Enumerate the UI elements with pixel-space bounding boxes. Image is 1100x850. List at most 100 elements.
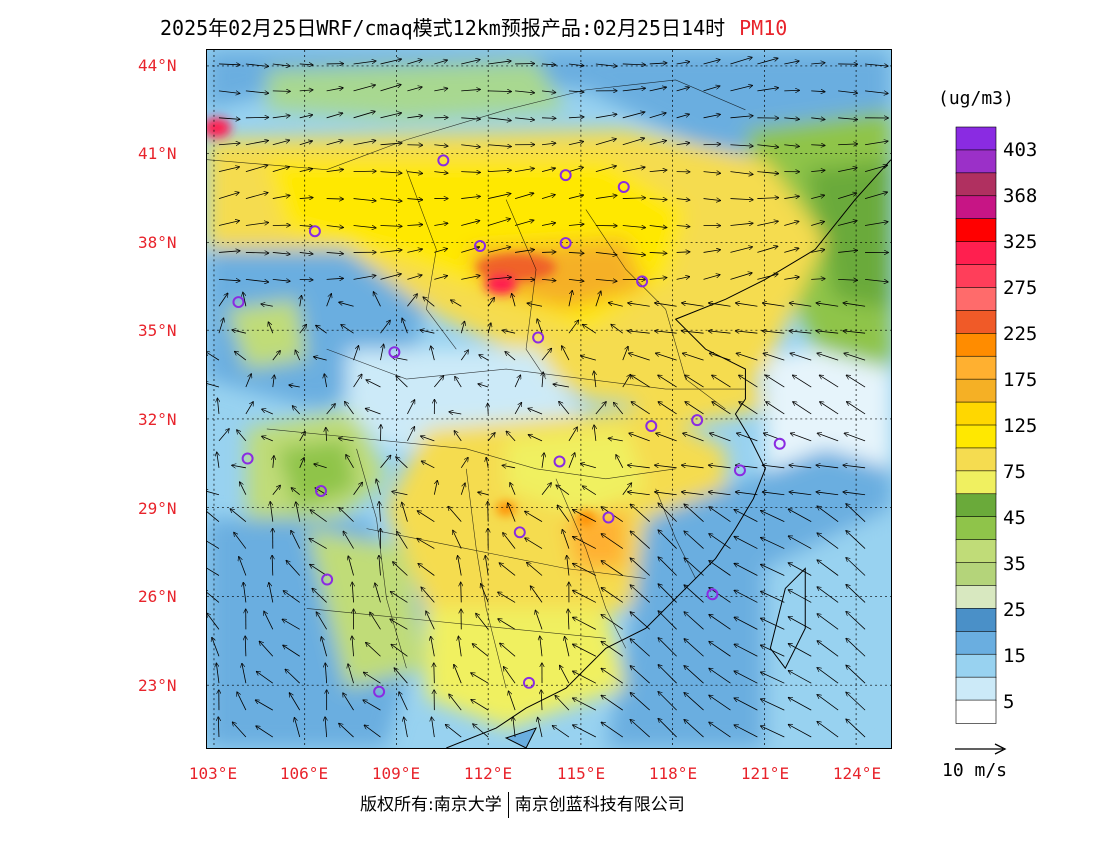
wind-arrow xyxy=(757,221,778,226)
legend-swatch xyxy=(955,149,997,174)
wind-arrow xyxy=(757,145,778,147)
wind-arrow xyxy=(622,167,645,173)
wind-arrow xyxy=(426,611,435,630)
wind-arrow xyxy=(218,143,240,145)
wind-arrow xyxy=(207,383,220,388)
wind-arrow xyxy=(703,250,721,253)
wind-arrow xyxy=(562,346,570,361)
wind-arrow xyxy=(628,303,650,307)
wind-arrow xyxy=(730,223,752,225)
wind-arrow xyxy=(455,377,462,388)
wind-arrow xyxy=(676,252,690,253)
wind-arrow xyxy=(527,303,543,307)
wind-arrow xyxy=(348,664,354,684)
wind-arrow xyxy=(790,303,812,307)
wind-arrow xyxy=(730,171,752,175)
wind-arrow xyxy=(763,492,785,496)
lon-label: 103°E xyxy=(188,764,238,783)
lat-label: 26°N xyxy=(138,587,177,606)
wind-arrow xyxy=(326,252,343,253)
wind-arrow xyxy=(481,584,489,603)
wind-arrow xyxy=(684,720,704,738)
wind-arrow xyxy=(710,353,731,361)
wind-arrow xyxy=(218,318,224,334)
wind-arrow xyxy=(573,725,597,738)
wind-arrow xyxy=(567,556,569,576)
wind-arrow xyxy=(326,169,343,171)
wind-arrow xyxy=(272,556,273,576)
wind-arrow xyxy=(789,331,812,333)
wind-arrow xyxy=(218,251,240,253)
wind-arrow xyxy=(380,59,401,65)
wind-arrow xyxy=(528,435,543,442)
wind-arrow xyxy=(683,433,704,442)
wind-arrow xyxy=(631,402,650,415)
wind-arrow xyxy=(734,510,758,523)
wind-arrow xyxy=(649,252,667,253)
wind-arrow xyxy=(845,433,866,442)
wind-arrow xyxy=(761,538,785,549)
wind-arrow xyxy=(230,509,247,522)
wind-arrow xyxy=(817,587,839,603)
wind-arrow xyxy=(789,536,812,549)
wind-arrow xyxy=(684,531,704,549)
wind-arrow xyxy=(734,537,758,549)
wind-arrow xyxy=(234,533,247,549)
wind-arrow xyxy=(373,292,381,307)
wind-arrow xyxy=(272,64,290,66)
wind-arrow xyxy=(488,91,511,92)
wind-arrow xyxy=(434,376,443,388)
wind-arrow xyxy=(353,482,363,495)
chart-title: 2025年02月25日WRF/cmaq模式12km预报产品:02月25日14时 P… xyxy=(160,12,787,41)
wind-arrow xyxy=(218,429,229,442)
copyright-footer: 版权所有:南京大学 南京创蓝科技有限公司 xyxy=(360,790,685,818)
wind-arrow xyxy=(630,612,650,630)
wind-arrow xyxy=(339,302,354,307)
wind-arrow xyxy=(737,433,758,442)
wind-arrow xyxy=(730,145,752,146)
wind-arrow xyxy=(676,277,690,280)
wind-arrow xyxy=(568,279,584,281)
wind-arrow xyxy=(245,252,269,253)
wind-arrow xyxy=(630,639,650,657)
wind-arrow xyxy=(630,558,650,576)
wind-arrow xyxy=(461,276,479,280)
wind-arrow xyxy=(259,641,274,657)
wind-arrow xyxy=(622,347,628,361)
wind-arrow xyxy=(503,533,516,549)
wind-arrow xyxy=(515,91,534,93)
wind-arrow xyxy=(407,225,422,226)
wind-arrow xyxy=(658,530,677,549)
wind-arrow xyxy=(846,719,866,738)
legend-swatch xyxy=(955,355,997,380)
lat-label: 38°N xyxy=(138,233,177,252)
wind-arrow xyxy=(581,464,596,469)
wind-arrow xyxy=(595,402,606,415)
wind-arrow xyxy=(595,279,617,281)
wind-arrow xyxy=(553,726,570,738)
wind-arrow xyxy=(595,195,617,199)
wind-arrow xyxy=(658,557,677,576)
wind-arrow xyxy=(568,142,583,146)
lon-label: 118°E xyxy=(648,764,698,783)
wind-arrow xyxy=(846,531,866,549)
city-marker xyxy=(315,484,327,497)
wind-arrow xyxy=(622,375,631,388)
wind-arrow xyxy=(846,585,866,603)
wind-arrow xyxy=(838,279,857,280)
wind-arrow xyxy=(761,618,785,630)
wind-arrow xyxy=(629,353,650,361)
wind-arrow xyxy=(488,145,511,147)
wind-arrow xyxy=(299,115,313,119)
wind-arrow xyxy=(793,402,812,415)
city-marker xyxy=(602,511,615,524)
wind-arrow xyxy=(614,403,624,415)
legend-swatch xyxy=(955,310,997,335)
city-marker xyxy=(617,180,630,193)
wind-arrow xyxy=(616,455,624,468)
wind-arrow xyxy=(407,427,414,442)
wind-arrow xyxy=(285,669,301,684)
wind-arrow xyxy=(262,436,273,442)
legend-swatch xyxy=(955,699,997,724)
wind-arrow xyxy=(630,585,650,603)
